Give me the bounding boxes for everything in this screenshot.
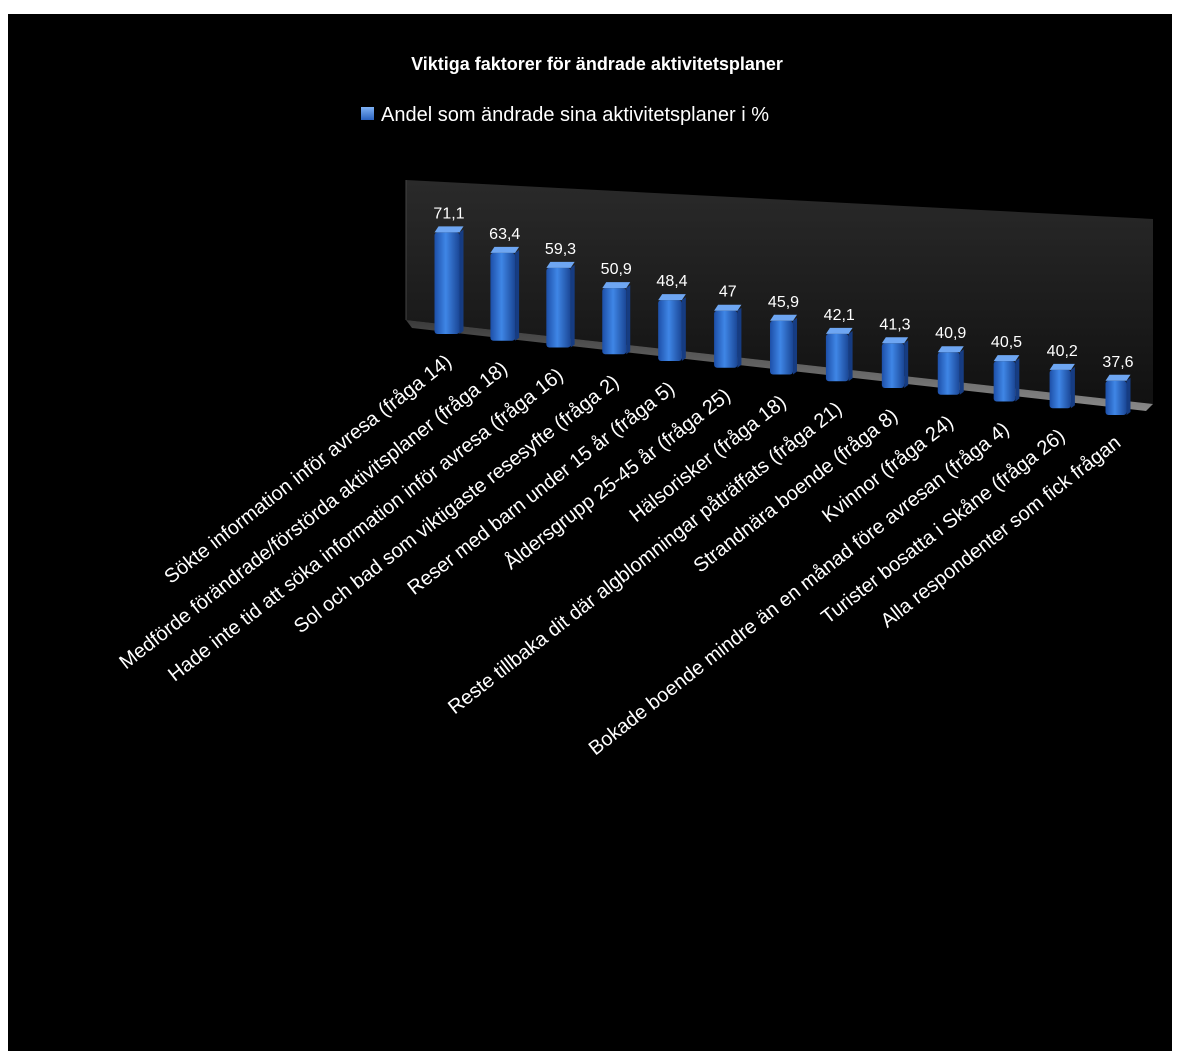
bar-side — [1070, 366, 1075, 409]
bar-top — [490, 246, 520, 253]
category-labels-group: Sökte information inför avresa (fråga 14… — [115, 351, 1125, 760]
bar-0 — [434, 226, 464, 334]
data-label: 40,5 — [991, 334, 1022, 351]
bar-front — [490, 252, 516, 341]
data-label: 50,9 — [601, 261, 632, 278]
bar-front — [602, 288, 627, 355]
bar-front — [1105, 380, 1127, 415]
bar-side — [1126, 377, 1131, 415]
bar-front — [993, 361, 1016, 402]
bar-top — [434, 226, 464, 233]
bar-top — [1105, 374, 1131, 381]
bars-group — [434, 226, 1131, 415]
bar-side — [904, 340, 909, 388]
bar-top — [546, 261, 575, 268]
data-label: 40,9 — [935, 325, 966, 342]
bar-side — [626, 285, 631, 355]
data-label: 48,4 — [656, 273, 687, 290]
bar-front — [658, 300, 682, 361]
bar-side — [737, 307, 742, 368]
data-label: 47 — [719, 284, 737, 301]
bar-2 — [546, 261, 575, 348]
legend-label: Andel som ändrade sina aktivitetsplaner … — [381, 104, 769, 126]
bar-side — [793, 317, 797, 375]
bar-3 — [602, 282, 631, 355]
legend: Andel som ändrade sina aktivitetsplaner … — [361, 104, 769, 126]
bar-8 — [881, 337, 909, 388]
bar-12 — [1105, 374, 1131, 415]
data-label: 45,9 — [768, 294, 799, 311]
bar-top — [602, 282, 631, 289]
bar-1 — [490, 246, 520, 341]
bar-side — [1015, 358, 1020, 402]
bar-top — [770, 314, 797, 321]
data-label: 63,4 — [489, 226, 520, 243]
data-label: 40,2 — [1047, 343, 1078, 360]
chart-area: Viktiga faktorer för ändrade aktivitetsp… — [8, 14, 1172, 1051]
bar-chart: Viktiga faktorer för ändrade aktivitetsp… — [115, 54, 1153, 760]
legend-swatch — [361, 107, 374, 120]
bar-side — [959, 349, 964, 395]
bar-front — [770, 320, 793, 375]
bar-front — [546, 267, 571, 348]
data-label: 42,1 — [824, 307, 855, 324]
bar-top — [993, 355, 1020, 362]
bar-front — [937, 352, 960, 395]
data-label: 59,3 — [545, 241, 576, 258]
bar-6 — [770, 314, 797, 375]
value-labels-group: 71,1 63,4 59,3 50,9 48,4 47 45,9 42,1 41,3 40,9 40… — [433, 205, 1133, 370]
bar-front — [714, 310, 738, 368]
bar-top — [825, 327, 853, 334]
data-label: 71,1 — [433, 205, 464, 222]
bar-side — [681, 297, 686, 361]
bar-9 — [937, 346, 964, 395]
bar-front — [881, 343, 905, 388]
bar-side — [459, 229, 464, 334]
bar-front — [1049, 369, 1071, 409]
bar-top — [1049, 363, 1075, 370]
bar-front — [434, 232, 460, 334]
bar-top — [937, 346, 964, 353]
bar-5 — [714, 304, 742, 368]
bar-front — [825, 333, 849, 382]
bar-side — [848, 330, 853, 382]
data-label: 41,3 — [879, 316, 910, 333]
bar-top — [658, 294, 686, 301]
category-label: Bokade boende mindre än en månad före av… — [585, 418, 1014, 760]
bar-top — [881, 337, 909, 344]
bar-side — [570, 264, 575, 348]
bar-top — [714, 304, 742, 311]
chart-back-wall — [406, 180, 1153, 404]
data-label: 37,6 — [1102, 354, 1133, 371]
bar-11 — [1049, 363, 1075, 409]
bar-7 — [825, 327, 853, 382]
chart-title: Viktiga faktorer för ändrade aktivitetsp… — [411, 54, 783, 74]
bar-4 — [658, 294, 686, 361]
bar-side — [515, 249, 520, 341]
bar-10 — [993, 355, 1020, 402]
